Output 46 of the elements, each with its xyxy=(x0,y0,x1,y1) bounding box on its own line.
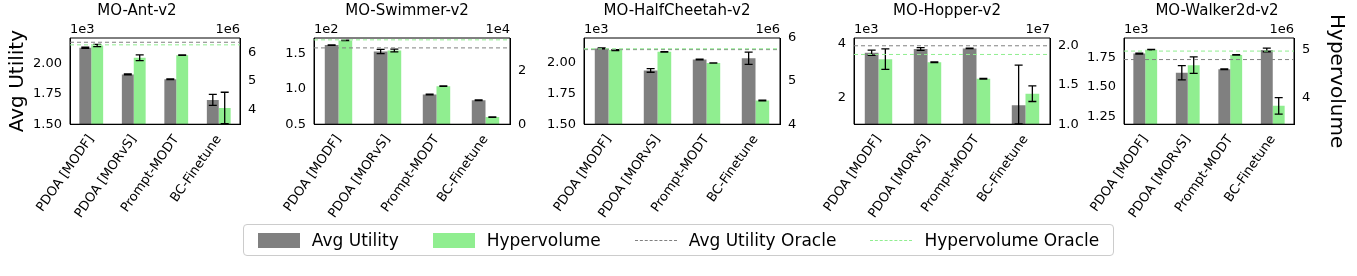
y2-tick-label: 5 xyxy=(1302,41,1311,56)
y-tick-label: 2.00 xyxy=(33,54,62,70)
y2-tick-label: 4 xyxy=(248,100,257,116)
text: 1e3 xyxy=(1124,20,1149,36)
legend-label: Avg Utility Oracle xyxy=(688,230,837,250)
y2-tick-label: 5 xyxy=(248,72,257,88)
y2-tick-label: 6 xyxy=(788,29,797,45)
y-tick-label: 1.50 xyxy=(1087,78,1116,94)
y2-axis-title: Hypervolume xyxy=(1325,14,1350,149)
legend-label: Avg Utility xyxy=(311,230,399,250)
y2-tick-label: 6 xyxy=(248,43,257,59)
y-tick-label: 1.25 xyxy=(1087,108,1116,124)
chart-title: MO-Walker2d-v2 xyxy=(1155,0,1279,19)
text: 1e3 xyxy=(854,20,879,36)
y2-tick-label: 1.0 xyxy=(1058,115,1079,131)
y2-tick-label: 1.5 xyxy=(1058,76,1079,92)
y-tick-label: 2.00 xyxy=(547,54,576,70)
legend-label: Hypervolume xyxy=(486,230,601,250)
text: 1e6 xyxy=(1269,20,1294,36)
y-tick-label: 1.0 xyxy=(285,80,306,96)
y2-tick-label: 4 xyxy=(1302,89,1311,105)
y-tick-label: 1.75 xyxy=(33,85,62,101)
y2-tick-label: 4 xyxy=(788,115,797,131)
y2-tick-label: 0 xyxy=(518,115,527,131)
text: 1e3 xyxy=(584,20,609,36)
text: 1e6 xyxy=(755,20,780,36)
chart-title: MO-Swimmer-v2 xyxy=(345,0,469,19)
y-tick-label: 1.75 xyxy=(1087,48,1116,64)
y-tick-label: 1.5 xyxy=(285,44,306,60)
text: 1e4 xyxy=(485,20,510,36)
text: 1e3 xyxy=(70,20,95,36)
chart-title: MO-HalfCheetah-v2 xyxy=(603,0,751,19)
y2-tick-label: 5 xyxy=(788,72,797,88)
y-tick-label: 1.50 xyxy=(33,115,62,131)
y2-tick-label: 2.0 xyxy=(1058,37,1079,53)
chart-title: MO-Hopper-v2 xyxy=(893,0,1001,19)
chart-title: MO-Ant-v2 xyxy=(97,0,177,19)
y2-tick-label: 2 xyxy=(518,62,527,78)
text: 1e7 xyxy=(1025,20,1050,36)
y-tick-label: 0.5 xyxy=(285,115,306,131)
text: 1e2 xyxy=(314,20,339,36)
y-tick-label: 1.75 xyxy=(547,85,576,101)
y-axis-title: Avg Utility xyxy=(4,29,29,133)
text: 1e6 xyxy=(215,20,240,36)
y-tick-label: 1.50 xyxy=(547,115,576,131)
legend-label: Hypervolume Oracle xyxy=(924,230,1100,250)
